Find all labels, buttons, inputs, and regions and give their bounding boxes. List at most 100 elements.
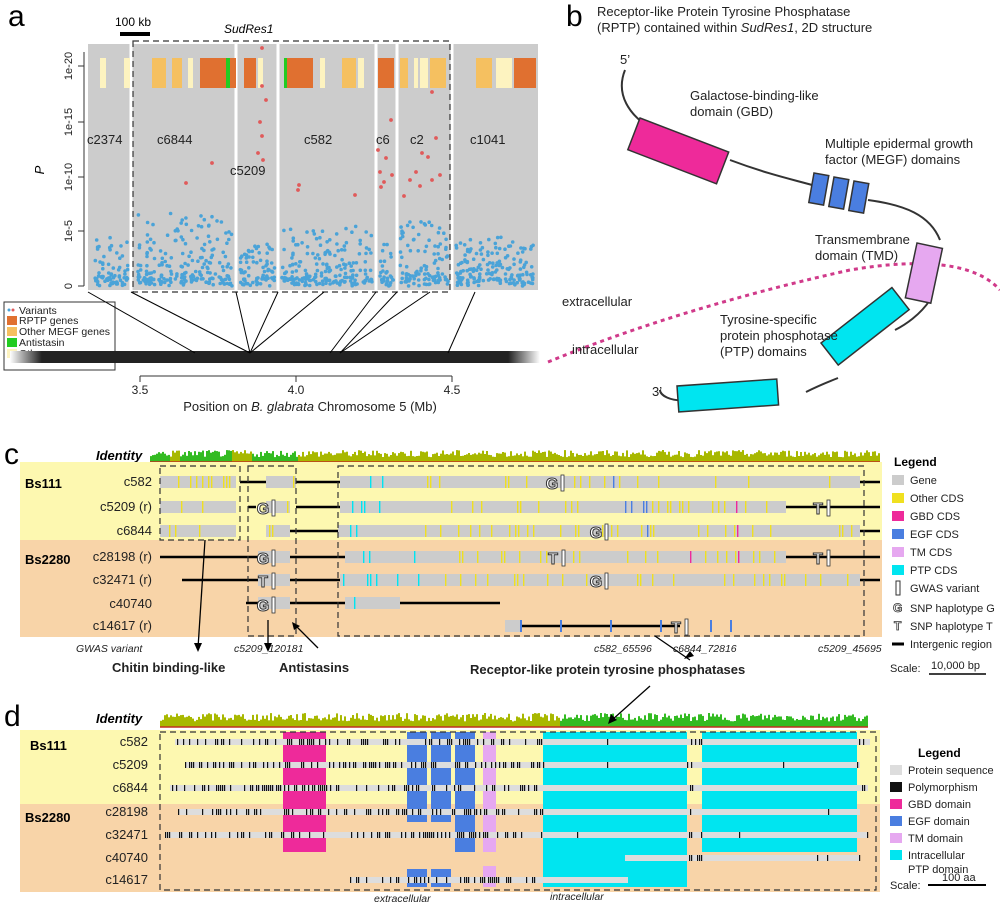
- scale-label-c: Scale:: [890, 663, 921, 675]
- intracellular-label-d: intracellular: [550, 891, 604, 903]
- legend-c-g-symbol: G: [893, 601, 902, 615]
- ptp-domain-shape-2: [676, 378, 780, 413]
- svg-text:G: G: [590, 525, 602, 542]
- legend-c-gene: Gene: [910, 475, 937, 487]
- row-c6844: c6844: [117, 523, 152, 538]
- legend-title-c: Legend: [894, 455, 937, 469]
- row-d-c32471: c32471: [105, 827, 148, 842]
- legend-d-intracellular: Intracellular: [908, 850, 965, 862]
- ytick-1e-15: 1e-15: [63, 108, 75, 136]
- contig-label-c2: c2: [410, 132, 424, 147]
- legend-c-intergenic: Intergenic region: [910, 639, 992, 651]
- gene-tracks-c: [160, 476, 880, 632]
- ptp-label-1: Tyrosine-specific: [720, 312, 817, 327]
- snp-haplotype-markers: GG TGG T TT GGT: [256, 474, 831, 638]
- gbd-label-2: domain (GBD): [690, 104, 773, 119]
- legend-variants: Variants: [19, 305, 57, 317]
- ptp-domain-shape-1: [819, 286, 911, 367]
- legend-c-egf-cds: EGF CDS: [910, 529, 959, 541]
- legend-d-ptp: PTP domain: [908, 864, 968, 876]
- svg-text:T: T: [813, 551, 823, 568]
- group-antistasins: Antistasins: [279, 660, 349, 675]
- legend-d-egf: EGF domain: [908, 816, 970, 828]
- scale-label-d: Scale:: [890, 880, 921, 892]
- identity-label-d: Identity: [96, 711, 143, 726]
- group-boxes-c: [159, 465, 865, 637]
- bs2280-label-c: Bs2280: [25, 552, 71, 567]
- row-d-c14617: c14617: [105, 872, 148, 887]
- row-c28198: c28198 (r): [93, 549, 152, 564]
- ytick-1e-10: 1e-10: [63, 163, 75, 191]
- row-d-c5209: c5209: [113, 757, 148, 772]
- variant-c5209-120181: c5209_120181: [234, 643, 304, 655]
- svg-text:T: T: [813, 501, 823, 518]
- legend-d-tm: TM domain: [908, 833, 963, 845]
- row-d-c28198: c28198: [105, 804, 148, 819]
- gbd-domain-shape: [626, 117, 730, 185]
- row-c5209: c5209 (r): [100, 499, 152, 514]
- svg-text:G: G: [257, 598, 269, 615]
- row-d-c582: c582: [120, 734, 148, 749]
- ptp-label-2: protein phosphotase: [720, 328, 838, 343]
- identity-label-c: Identity: [96, 448, 143, 463]
- svg-text:G: G: [257, 501, 269, 518]
- identity-track-c: [150, 450, 880, 463]
- panel-b-title-line2: (RPTP) contained within SudRes1, 2D stru…: [597, 20, 872, 35]
- legend-c-gwas: GWAS variant: [910, 583, 979, 595]
- group-chitin: Chitin binding-like: [112, 660, 225, 675]
- svg-text:T: T: [258, 574, 268, 591]
- contig-label-c6844: c6844: [157, 132, 192, 147]
- tmd-domain-shape: [904, 242, 944, 305]
- sudres1-label: SudRes1: [224, 22, 273, 36]
- legend-d-gbd: GBD domain: [908, 799, 971, 811]
- row-d-c6844: c6844: [113, 780, 148, 795]
- panel-b-title-line1: Receptor-like Protein Tyrosine Phosphata…: [597, 4, 850, 19]
- panel-b-letter: b: [566, 0, 583, 33]
- extracellular-label-d: extracellular: [374, 893, 431, 904]
- bs111-label-c: Bs111: [25, 476, 62, 491]
- scale-bar-label: 100 kb: [115, 15, 151, 29]
- svg-text:T: T: [548, 551, 558, 568]
- variant-points: [93, 46, 535, 288]
- panel-d-letter: d: [4, 700, 21, 733]
- connector-lines: [87, 291, 476, 354]
- panel-a-letter: a: [8, 0, 25, 33]
- panel-c: c Identity Bs111 Bs2280 c582 c5209 (r) c…: [4, 438, 995, 677]
- legend-title-d: Legend: [918, 746, 961, 760]
- xtick-3-5: 3.5: [132, 383, 149, 397]
- gbd-label-1: Galactose-binding-like: [690, 88, 819, 103]
- ytick-1e-5: 1e-5: [63, 220, 75, 242]
- megf-label-1: Multiple epidermal growth: [825, 136, 973, 151]
- panel-d: d Identity Bs111 Bs2280 c582 c5209 c6844…: [4, 685, 994, 904]
- legend-c-hap-t: SNP haplotype T: [910, 621, 993, 633]
- bs2280-label-d: Bs2280: [25, 810, 71, 825]
- chromosome-bar: [10, 351, 540, 363]
- legend-megf: Other MEGF genes: [19, 326, 110, 338]
- identity-track-d: [160, 713, 868, 728]
- legend-c-ptp-cds: PTP CDS: [910, 565, 957, 577]
- legend-antistasin: Antistasin: [19, 337, 65, 349]
- tmd-label-1: Transmembrane: [815, 232, 910, 247]
- ytick-1e-20: 1e-20: [63, 52, 75, 80]
- row-c40740: c40740: [109, 596, 152, 611]
- xtick-4-0: 4.0: [288, 383, 305, 397]
- variant-c5209-45695: c5209_45695: [818, 643, 882, 655]
- legend-d-polymorphism: Polymorphism: [908, 782, 978, 794]
- variant-c6844-72816: c6844_72816: [673, 643, 737, 655]
- svg-text:G: G: [257, 551, 269, 568]
- legend-rptp: RPTP genes: [19, 315, 78, 327]
- five-prime: 5’: [620, 52, 630, 67]
- x-axis-label: Position on B. glabrata Chromosome 5 (Mb…: [183, 399, 437, 414]
- variant-c582-65596: c582_65596: [594, 643, 652, 655]
- svg-text:T: T: [671, 620, 681, 637]
- legend-d-protein: Protein sequence: [908, 765, 994, 777]
- legend-c-tm-cds: TM CDS: [910, 547, 952, 559]
- contig-label-c1041: c1041: [470, 132, 505, 147]
- contig-label-c6: c6: [376, 132, 390, 147]
- megf-domain-shapes: [807, 172, 870, 215]
- bs111-label-d: Bs111: [30, 738, 67, 753]
- group-rptp: Receptor-like protein tyrosine phosphata…: [470, 662, 745, 677]
- scale-value-d: 100 aa: [942, 872, 977, 884]
- three-prime: 3’: [652, 384, 662, 399]
